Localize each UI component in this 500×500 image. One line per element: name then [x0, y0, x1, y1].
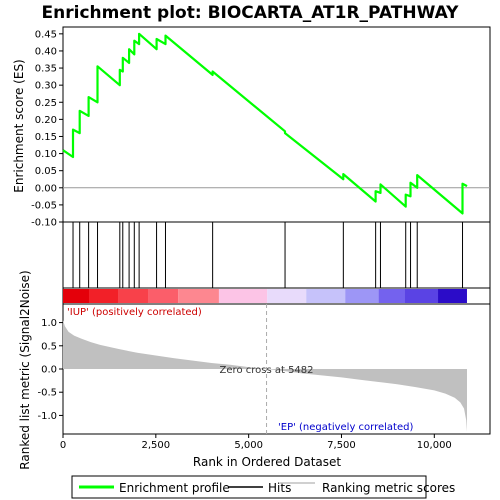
x-tick-label: 5,000: [234, 440, 263, 451]
es-y-tick-label: 0.00: [35, 183, 57, 194]
positive-correlation-label: 'IUP' (positively correlated): [67, 307, 202, 318]
legend: Enrichment profile Hits Ranking metric s…: [71, 475, 455, 499]
es-y-tick-label: 0.20: [35, 115, 57, 126]
metric-y-tick-label: -1.0: [37, 411, 57, 422]
ranking-metric-panel: Zero cross at 5482 'IUP' (positively corr…: [37, 303, 491, 451]
negative-correlation-label: 'EP' (negatively correlated): [278, 422, 413, 433]
es-y-tick-label: 0.35: [35, 64, 57, 75]
rank-bar-segment: [88, 289, 119, 303]
rank-bar-segment: [63, 289, 89, 303]
zero-cross-label: Zero cross at 5482: [220, 365, 314, 376]
rank-bar-segment: [178, 289, 219, 303]
es-y-tick-label: 0.05: [35, 166, 57, 177]
rank-bar-segment: [345, 289, 379, 303]
ranking-metric-area: [63, 320, 467, 432]
hits-area: [62, 221, 491, 289]
enrichment-score-panel: 0.45 0.40 0.35 0.30 0.25 0.20 0.15 0.10 0.05 0.00…: [31, 26, 491, 229]
rank-bar-segment: [148, 289, 179, 303]
rank-bar-segment: [306, 289, 346, 303]
rank-bar-segment: [218, 289, 268, 303]
chart-title: Enrichment plot: BIOCARTA_AT1R_PATHWAY: [42, 3, 460, 23]
rank-bar-segment: [404, 289, 439, 303]
es-y-tick-label: -0.10: [31, 218, 57, 229]
x-tick-label: 7,500: [327, 440, 356, 451]
metric-y-tick-label: 1.0: [41, 318, 57, 329]
metric-y-tick-label: 0.5: [41, 341, 57, 352]
rank-bar-segment: [118, 289, 149, 303]
x-tick-label: 0: [60, 440, 66, 451]
x-tick-label: 10,000: [417, 440, 452, 451]
es-y-axis-label: Enrichment score (ES): [12, 59, 26, 192]
x-tick-label: 2,500: [142, 440, 171, 451]
rank-color-bar: [62, 287, 491, 305]
es-y-tick-label: 0.30: [35, 81, 57, 92]
metric-y-tick-label: 0.0: [41, 365, 57, 376]
es-y-tick-label: 0.45: [35, 29, 57, 40]
rank-bar-segment: [378, 289, 405, 303]
legend-label-ranking: Ranking metric scores: [322, 481, 455, 495]
metric-y-axis-label: Ranked list metric (Signal2Noise): [18, 270, 32, 469]
hits-panel: [62, 221, 491, 289]
metric-y-tick-label: -0.5: [37, 388, 57, 399]
rank-bar-segment: [267, 289, 307, 303]
es-y-tick-label: 0.15: [35, 132, 57, 143]
es-y-tick-label: 0.40: [35, 46, 57, 57]
enrichment-profile-line: [62, 32, 468, 215]
es-y-tick-label: -0.05: [31, 200, 57, 211]
es-y-tick-label: 0.10: [35, 149, 57, 160]
x-axis-label: Rank in Ordered Dataset: [193, 455, 341, 469]
es-y-tick-label: 0.25: [35, 98, 57, 109]
legend-label-hits: Hits: [268, 481, 291, 495]
rank-bar-segment: [438, 289, 467, 303]
legend-label-enrichment: Enrichment profile: [119, 481, 230, 495]
